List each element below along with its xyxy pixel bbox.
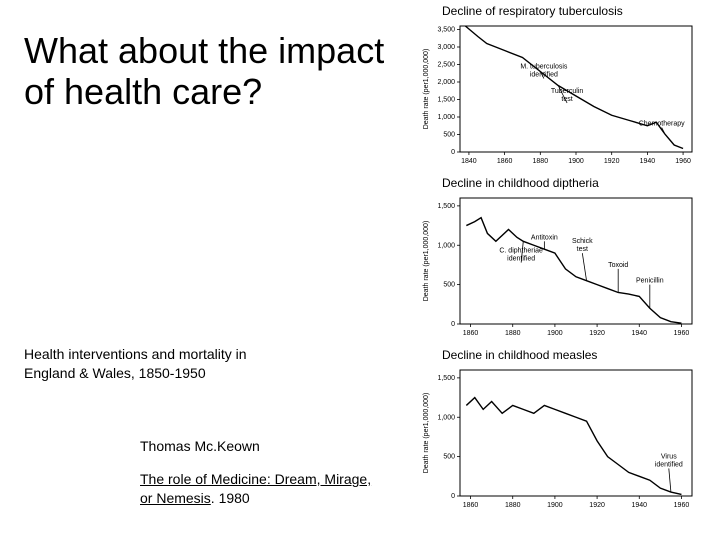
svg-text:Antitoxin: Antitoxin bbox=[531, 234, 558, 241]
svg-text:2,000: 2,000 bbox=[437, 79, 455, 86]
svg-text:Penicillin: Penicillin bbox=[636, 278, 664, 285]
svg-text:1860: 1860 bbox=[497, 158, 513, 165]
svg-text:1860: 1860 bbox=[463, 502, 479, 509]
svg-text:Death rate (per1,000,000): Death rate (per1,000,000) bbox=[423, 49, 430, 130]
svg-text:M. tuberculosis: M. tuberculosis bbox=[520, 64, 568, 71]
svg-text:3,500: 3,500 bbox=[437, 27, 455, 34]
chart-1: 1840 1860 1880 1900 1920 1940 1960 0 500 1,000 1,5… bbox=[420, 20, 700, 170]
svg-text:1900: 1900 bbox=[568, 158, 584, 165]
book-title: The role of Medicine bbox=[140, 471, 267, 487]
chart-2: 1860 1880 1900 1920 1940 1960 0 500 1,000 1,500 De… bbox=[420, 192, 700, 342]
svg-text:1900: 1900 bbox=[547, 330, 563, 337]
svg-text:1880: 1880 bbox=[505, 330, 521, 337]
svg-text:identified: identified bbox=[655, 461, 683, 468]
svg-text:1880: 1880 bbox=[533, 158, 549, 165]
svg-text:1920: 1920 bbox=[604, 158, 620, 165]
svg-text:1920: 1920 bbox=[589, 502, 605, 509]
chart-3-title: Decline in childhood measles bbox=[420, 348, 710, 364]
svg-text:1960: 1960 bbox=[674, 502, 690, 509]
svg-text:1940: 1940 bbox=[631, 502, 647, 509]
svg-text:1,500: 1,500 bbox=[437, 203, 455, 210]
book-citation: The role of Medicine: Dream, Mirage, or … bbox=[140, 470, 380, 508]
svg-text:Death rate (per1,000,000): Death rate (per1,000,000) bbox=[423, 393, 430, 474]
chart-1-block: Decline of respiratory tuberculosis 1840… bbox=[420, 4, 710, 170]
svg-text:1,500: 1,500 bbox=[437, 375, 455, 382]
svg-text:1,000: 1,000 bbox=[437, 242, 455, 249]
svg-text:1880: 1880 bbox=[505, 502, 521, 509]
chart-3-block: Decline in childhood measles 1860 1880 190… bbox=[420, 348, 710, 514]
svg-text:Chemotherapy: Chemotherapy bbox=[639, 121, 685, 128]
svg-text:1840: 1840 bbox=[461, 158, 477, 165]
svg-text:1960: 1960 bbox=[675, 158, 691, 165]
svg-text:Virus: Virus bbox=[661, 453, 677, 460]
svg-text:1960: 1960 bbox=[674, 330, 690, 337]
svg-text:0: 0 bbox=[451, 493, 455, 500]
svg-text:C. diphtheriae: C. diphtheriae bbox=[499, 248, 543, 255]
chart-1-title: Decline of respiratory tuberculosis bbox=[420, 4, 710, 20]
svg-text:Schick: Schick bbox=[572, 238, 593, 245]
svg-text:500: 500 bbox=[443, 132, 455, 139]
charts-column: Decline of respiratory tuberculosis 1840… bbox=[420, 4, 710, 520]
svg-text:1,500: 1,500 bbox=[437, 97, 455, 104]
chart-3: 1860 1880 1900 1920 1940 1960 0 500 1,000 1,500 De… bbox=[420, 364, 700, 514]
svg-text:test: test bbox=[577, 246, 588, 253]
author-name: Thomas Mc.Keown bbox=[140, 438, 260, 454]
svg-text:500: 500 bbox=[443, 282, 455, 289]
svg-text:test: test bbox=[561, 96, 572, 103]
svg-text:Death rate (per1,000,000): Death rate (per1,000,000) bbox=[423, 221, 430, 302]
svg-text:0: 0 bbox=[451, 149, 455, 156]
svg-text:500: 500 bbox=[443, 454, 455, 461]
svg-text:identified: identified bbox=[530, 72, 558, 79]
chart-2-title: Decline in childhood diptheria bbox=[420, 176, 710, 192]
svg-text:1,000: 1,000 bbox=[437, 114, 455, 121]
svg-text:Tuberculin: Tuberculin bbox=[551, 88, 584, 95]
svg-text:3,000: 3,000 bbox=[437, 44, 455, 51]
page-title: What about the impact of health care? bbox=[24, 30, 404, 113]
svg-text:1900: 1900 bbox=[547, 502, 563, 509]
book-year: . 1980 bbox=[211, 490, 250, 506]
svg-text:1860: 1860 bbox=[463, 330, 479, 337]
svg-text:identified: identified bbox=[507, 256, 535, 263]
svg-text:1940: 1940 bbox=[631, 330, 647, 337]
subtitle: Health interventions and mortality in En… bbox=[24, 345, 284, 383]
svg-text:Toxoid: Toxoid bbox=[608, 262, 628, 269]
chart-2-block: Decline in childhood diptheria 186018801… bbox=[420, 176, 710, 342]
svg-text:0: 0 bbox=[451, 321, 455, 328]
svg-text:1920: 1920 bbox=[589, 330, 605, 337]
svg-text:2,500: 2,500 bbox=[437, 62, 455, 69]
svg-text:1940: 1940 bbox=[640, 158, 656, 165]
svg-text:1,000: 1,000 bbox=[437, 414, 455, 421]
